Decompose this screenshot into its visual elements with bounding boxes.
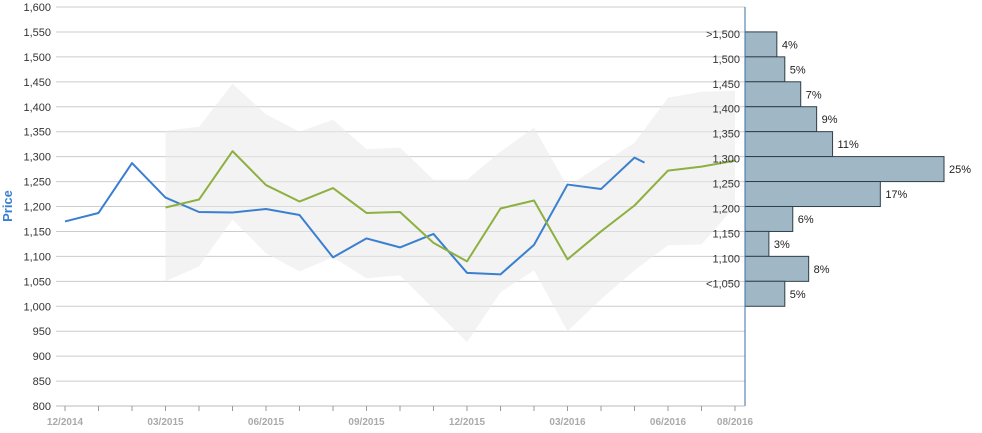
histogram-bin-label: 1,100 (712, 253, 740, 265)
histogram-percent-label: 6% (798, 214, 814, 226)
price-distribution-histogram: >1,500 4% 1,500 5% 1,450 7% 1,400 9% 1,350 11% 1,3… (706, 29, 971, 307)
histogram-bar (744, 255, 810, 282)
histogram-percent-label: 4% (782, 39, 798, 51)
y-axis-title: Price (0, 190, 15, 222)
x-tick-label: 09/2015 (348, 417, 385, 428)
y-tick-label: 1,000 (23, 301, 51, 313)
y-tick-label: 900 (33, 351, 51, 363)
histogram-bin-label: 1,150 (712, 228, 740, 240)
y-tick-label: 1,600 (23, 2, 51, 14)
y-tick-label: 1,500 (23, 52, 51, 64)
x-tick-label: 06/2016 (650, 417, 687, 428)
histogram-percent-label: 5% (790, 289, 806, 301)
histogram-bin-label: 1,350 (712, 129, 740, 141)
y-tick-label: 850 (33, 376, 51, 388)
y-tick-label: 1,450 (23, 77, 51, 89)
histogram-percent-label: 9% (822, 114, 838, 126)
y-tick-label: 1,050 (23, 276, 51, 288)
series-line-2 (165, 150, 736, 263)
x-tick-label: 06/2015 (248, 417, 285, 428)
y-tick-label: 1,150 (23, 226, 51, 238)
histogram-percent-label: 11% (838, 139, 859, 151)
y-tick-label: 1,300 (23, 152, 51, 164)
histogram-bin-label: 1,500 (712, 54, 740, 66)
y-tick-label: 1,200 (23, 202, 51, 214)
histogram-bin-label: 1,200 (712, 203, 740, 215)
histogram-bar (744, 106, 818, 133)
histogram-percent-label: 7% (806, 89, 822, 101)
x-tick-label: 03/2015 (147, 417, 184, 428)
histogram-bar (744, 81, 802, 108)
histogram-bar (744, 181, 881, 208)
y-tick-label: 950 (33, 326, 51, 338)
histogram-bar (744, 280, 786, 307)
histogram-bin-label: 1,300 (712, 154, 740, 166)
histogram-percent-label: 8% (814, 264, 830, 276)
x-tick-label: 03/2016 (549, 417, 586, 428)
x-tick-label: 12/2015 (449, 417, 486, 428)
y-tick-label: 1,250 (23, 177, 51, 189)
y-tick-label: 1,350 (23, 127, 51, 139)
histogram-bin-label: <1,050 (706, 278, 740, 290)
forecast-band-area (165, 83, 735, 343)
histogram-percent-label: 5% (790, 64, 806, 76)
axes: 800 850 900 950 1,000 1,050 1,100 1,150 1,200 1,2… (23, 2, 753, 428)
histogram-bin-label: 1,450 (712, 79, 740, 91)
y-tick-label: 1,100 (23, 251, 51, 263)
histogram-bin-label: 1,250 (712, 179, 740, 191)
histogram-bin-label: >1,500 (706, 29, 740, 41)
histogram-bar (744, 205, 794, 232)
y-tick-label: 1,400 (23, 102, 51, 114)
x-tick-label: 12/2014 (47, 417, 84, 428)
y-tick-label: 800 (33, 401, 51, 413)
histogram-bar (744, 131, 834, 158)
histogram-bar (744, 56, 786, 83)
histogram-percent-label: 17% (885, 189, 907, 201)
forecast-range-band (165, 83, 735, 343)
histogram-percent-label: 3% (774, 239, 790, 251)
histogram-bar (744, 156, 945, 183)
histogram-bin-label: 1,400 (712, 104, 740, 116)
price-lines (64, 150, 736, 276)
histogram-percent-label: 25% (949, 164, 971, 176)
histogram-bar (744, 31, 778, 58)
y-tick-label: 1,550 (23, 27, 51, 39)
histogram-bar (744, 230, 770, 257)
x-tick-label: 08/2016 (717, 417, 754, 428)
